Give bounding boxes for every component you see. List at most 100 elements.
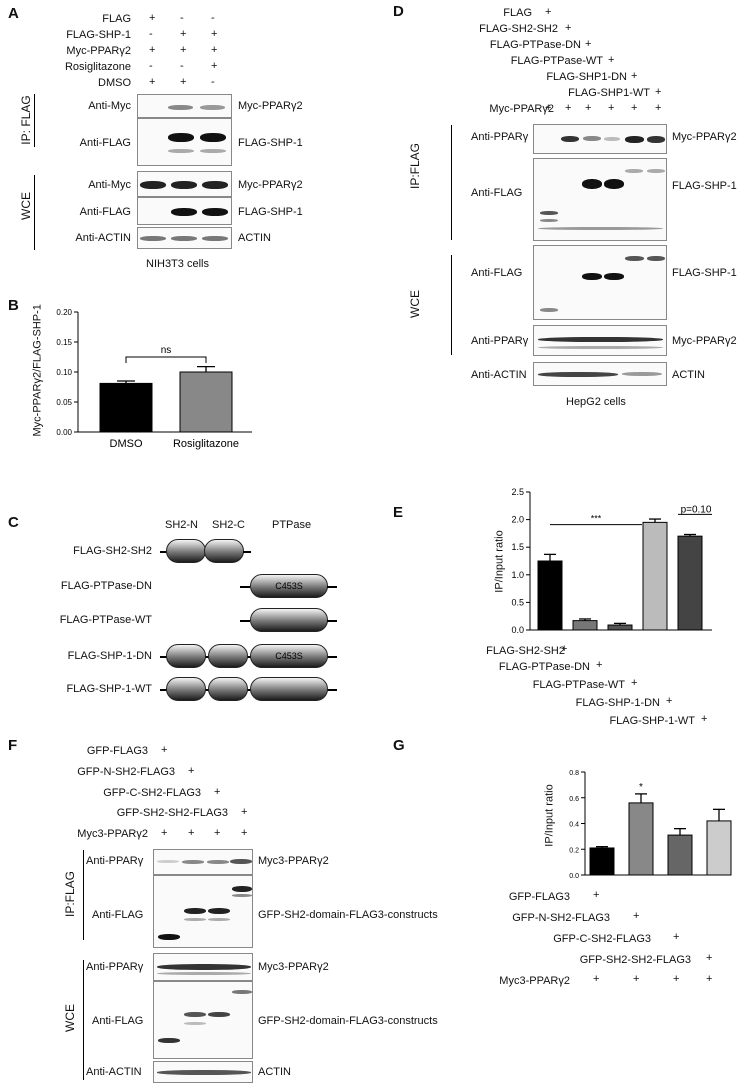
sign: + xyxy=(149,12,156,24)
plus-sign: + xyxy=(565,102,572,114)
plus-sign: + xyxy=(631,677,638,689)
y-tick-label: 0.0 xyxy=(569,873,579,880)
sh2-n-domain xyxy=(166,644,206,668)
bar xyxy=(537,560,563,631)
blot-protein: Myc3-PPARγ2 xyxy=(258,855,329,867)
blot-antibody: Anti-FLAG xyxy=(79,206,131,218)
sh2-n-domain xyxy=(166,677,206,701)
blot-protein: GFP-SH2-domain-FLAG3-constructs xyxy=(258,909,438,921)
plus-sign: + xyxy=(631,102,638,114)
condition-label: Myc3-PPARγ2 xyxy=(499,975,570,987)
blot-protein: FLAG-SHP-1 xyxy=(672,267,737,279)
blot-image xyxy=(533,362,667,386)
blot-antibody: Anti-ACTIN xyxy=(86,1066,142,1078)
plus-sign: + xyxy=(585,102,592,114)
ptpase-domain xyxy=(250,608,328,632)
construct-line xyxy=(327,620,337,622)
blot-image xyxy=(153,953,253,981)
blot-image xyxy=(137,171,232,197)
blot-image xyxy=(533,158,667,241)
wce-label: WCE xyxy=(408,290,422,318)
condition-label: FLAG-SHP1-WT xyxy=(568,87,650,99)
blot-antibody: Anti-FLAG xyxy=(471,267,523,279)
y-tick-label: 0.15 xyxy=(56,338,72,347)
plus-sign: + xyxy=(633,973,640,985)
plus-sign: + xyxy=(188,827,195,839)
condition-label: GFP-SH2-SH2-FLAG3 xyxy=(579,954,691,966)
y-tick-label: 0.5 xyxy=(511,597,524,607)
blot-antibody: Anti-ACTIN xyxy=(471,369,527,381)
sign: + xyxy=(180,76,187,88)
plus-sign: + xyxy=(545,102,552,114)
y-tick-label: 0.0 xyxy=(511,625,524,635)
blot-protein: Myc-PPARγ2 xyxy=(238,100,303,112)
blot-protein: FLAG-SHP-1 xyxy=(238,137,303,149)
condition-label: GFP-C-SH2-FLAG3 xyxy=(103,787,201,799)
bar xyxy=(607,624,633,631)
wce-label: WCE xyxy=(63,1004,77,1032)
condition-label: FLAG-SHP-1-DN xyxy=(575,697,660,709)
y-tick-label: 0.05 xyxy=(56,398,72,407)
wce-label: WCE xyxy=(19,192,33,220)
blot-protein: Myc-PPARγ2 xyxy=(672,131,737,143)
plus-sign: + xyxy=(633,910,640,922)
sign: + xyxy=(180,44,187,56)
plus-sign: + xyxy=(593,973,600,985)
condition-label: FLAG-SHP-1 xyxy=(66,29,131,41)
panel-f-letter: F xyxy=(8,737,18,754)
panel-b-letter: B xyxy=(8,297,19,314)
blot-antibody: Anti-Myc xyxy=(88,179,131,191)
blot-antibody: Anti-PPARγ xyxy=(471,131,529,143)
sign: + xyxy=(211,44,218,56)
mutation-label: C453S xyxy=(275,651,303,661)
plus-sign: + xyxy=(161,744,168,756)
construct-line xyxy=(160,689,337,691)
plus-sign: + xyxy=(706,973,713,985)
blot-image xyxy=(153,1061,253,1083)
y-tick-label: 2.0 xyxy=(511,515,524,525)
blot-antibody: Anti-PPARγ xyxy=(86,961,144,973)
sign: + xyxy=(149,44,156,56)
blot-image xyxy=(137,94,232,118)
blot-antibody: Anti-FLAG xyxy=(92,909,144,921)
plus-sign: + xyxy=(241,806,248,818)
y-tick-label: 0.00 xyxy=(56,428,72,437)
x-tick-label: DMSO xyxy=(110,438,143,450)
sign: + xyxy=(180,28,187,40)
cell-line-label: HepG2 cells xyxy=(566,396,626,408)
ptpase-domain: C453S xyxy=(250,574,328,598)
significance-label: *** xyxy=(591,514,602,524)
plus-sign: + xyxy=(608,102,615,114)
blot-antibody: Anti-FLAG xyxy=(92,1015,144,1027)
sh2-c-domain xyxy=(204,539,244,563)
plus-sign: + xyxy=(706,952,713,964)
sh2-c-domain xyxy=(208,677,248,701)
sign: - xyxy=(149,60,153,72)
condition-label: FLAG-PTPase-WT xyxy=(532,679,625,691)
y-tick-label: 1.0 xyxy=(511,570,524,580)
significance-label: ns xyxy=(161,345,172,356)
plus-sign: + xyxy=(673,973,680,985)
bar-chart-g: 0.0 0.2 0.4 0.6 0.8 * xyxy=(569,770,732,880)
blot-image xyxy=(153,981,253,1059)
blot-antibody: Anti-ACTIN xyxy=(75,232,131,244)
blot-antibody: Anti-FLAG xyxy=(471,187,523,199)
bracket-line xyxy=(83,960,84,1080)
ip-flag-label: IP:FLAG xyxy=(63,871,77,918)
panel-e-letter: E xyxy=(393,504,404,521)
blot-protein: GFP-SH2-domain-FLAG3-constructs xyxy=(258,1015,438,1027)
plus-sign: + xyxy=(655,102,662,114)
plus-sign: + xyxy=(608,54,615,66)
sh2-c-domain xyxy=(208,644,248,668)
ip-flag-label: IP:FLAG xyxy=(408,143,422,190)
condition-label: FLAG xyxy=(503,7,532,19)
bracket-line xyxy=(451,125,452,240)
blot-protein: ACTIN xyxy=(672,369,705,381)
blot-protein: FLAG-SHP-1 xyxy=(672,180,737,192)
plus-sign: + xyxy=(666,695,673,707)
plus-sign: + xyxy=(593,889,600,901)
bar xyxy=(706,820,732,876)
y-tick-label: 1.5 xyxy=(511,542,524,552)
significance-label: p=0.10 xyxy=(681,504,712,515)
bar xyxy=(99,382,153,433)
